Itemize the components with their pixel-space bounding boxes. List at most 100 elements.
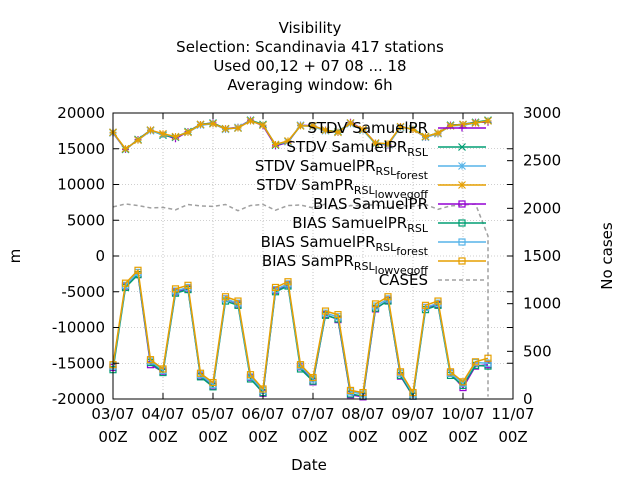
- y-axis-label: m: [6, 249, 24, 264]
- legend-label-part: forest: [396, 245, 428, 258]
- chart-title: Visibility Selection: Scandinavia 417 st…: [176, 19, 444, 94]
- legend-label-part: STDV SamPR: [256, 176, 354, 194]
- data-point: [184, 128, 192, 137]
- data-point: [121, 144, 130, 153]
- data-point: [334, 311, 342, 319]
- x-tick-label: 04/07: [141, 405, 184, 423]
- data-point: [421, 301, 430, 309]
- legend-label: BIAS SamuelPR: [313, 195, 428, 213]
- series-group: [109, 266, 492, 397]
- data-point: [458, 238, 466, 246]
- x-tick-label: 11/07: [491, 405, 534, 423]
- data-point: [371, 139, 380, 147]
- data-point: [321, 126, 330, 135]
- legend-label-part: STDV SamuelPR: [307, 119, 428, 137]
- legend-label-part: lowvegoff: [375, 188, 429, 201]
- data-point: [271, 283, 280, 292]
- x-tick-label: 00Z: [98, 428, 127, 446]
- series-group: [109, 270, 492, 401]
- x-tick-label: 05/07: [191, 405, 234, 423]
- data-point: [346, 119, 355, 127]
- data-point: [446, 121, 455, 130]
- data-point: [334, 128, 342, 137]
- y2-axis-label: No cases: [598, 222, 616, 290]
- x-tick-label: 00Z: [398, 428, 427, 446]
- legend-label: STDV SamuelPRRSLforest: [255, 157, 429, 182]
- data-series: [109, 116, 492, 401]
- x-tick-label: 00Z: [498, 428, 527, 446]
- legend-label: STDV SamuelPR: [307, 119, 428, 137]
- legend-label-part: RSL: [407, 146, 429, 159]
- title-line: Visibility: [279, 19, 342, 37]
- data-point: [458, 219, 466, 227]
- title-line: Averaging window: 6h: [227, 76, 392, 94]
- x-axis-label: Date: [291, 456, 327, 474]
- data-point: [434, 297, 442, 305]
- legend-label-part: BIAS SamuelPR: [261, 233, 376, 251]
- data-point: [184, 281, 192, 289]
- series-group: [109, 268, 492, 398]
- legend-label: CASES: [379, 271, 428, 289]
- data-point: [209, 119, 217, 128]
- data-point: [458, 124, 466, 132]
- y-tick-label: 10000: [57, 176, 105, 194]
- title-line: Used 00,12 + 07 08 ... 18: [213, 57, 406, 75]
- data-point: [134, 266, 142, 274]
- x-tick-label: 00Z: [198, 428, 227, 446]
- data-point: [384, 293, 392, 301]
- cases-series: [112, 203, 489, 397]
- legend-label: BIAS SamuelPRRSL: [292, 214, 429, 235]
- data-point: [121, 279, 130, 287]
- data-point: [159, 129, 167, 138]
- data-point: [296, 361, 305, 369]
- x-tick-label: 03/07: [91, 405, 134, 423]
- y-tick-label: 0: [95, 247, 105, 265]
- x-tick-label: 00Z: [448, 428, 477, 446]
- data-point: [296, 121, 305, 130]
- legend-label: BIAS SamuelPRRSLforest: [261, 233, 429, 258]
- data-point: [471, 119, 480, 127]
- data-point: [134, 136, 142, 145]
- data-point: [246, 116, 255, 125]
- data-point: [221, 293, 230, 301]
- data-point: [396, 122, 405, 131]
- legend-label: STDV SamuelPRRSL: [287, 138, 429, 159]
- data-point: [458, 181, 466, 189]
- y2-tick-label: 0: [523, 390, 533, 408]
- legend-label-part: CASES: [379, 271, 428, 289]
- data-point: [234, 297, 242, 305]
- y-tick-label: -15000: [52, 354, 105, 372]
- data-point: [284, 136, 292, 145]
- data-point: [309, 373, 317, 382]
- data-point: [359, 125, 367, 134]
- y2-tick-label: 500: [523, 342, 552, 360]
- data-point: [458, 143, 466, 151]
- data-point: [321, 307, 330, 315]
- legend-label-part: RSL: [376, 241, 398, 254]
- x-tick-label: 00Z: [298, 428, 327, 446]
- legend-label-part: BIAS SamuelPR: [313, 195, 428, 213]
- legend-label-part: BIAS SamPR: [262, 252, 354, 270]
- series-group: [109, 116, 492, 153]
- y-tick-label: 15000: [57, 140, 105, 158]
- legend-label-part: RSL: [376, 165, 398, 178]
- data-point: [209, 378, 217, 387]
- data-point: [458, 200, 466, 208]
- data-point: [459, 378, 467, 386]
- x-tick-label: 06/07: [241, 405, 284, 423]
- legend-label-part: lowvegoff: [375, 264, 429, 277]
- data-point: [221, 124, 230, 133]
- legend-label-part: BIAS SamuelPR: [292, 214, 407, 232]
- x-tick-label: 07/07: [291, 405, 334, 423]
- legend-label: BIAS SamPRRSLlowvegoff: [262, 252, 429, 277]
- cases-line: [112, 203, 489, 397]
- x-tick-label: 00Z: [248, 428, 277, 446]
- data-point: [471, 358, 480, 366]
- legend-label-part: RSL: [407, 222, 429, 235]
- legend-label-part: RSL: [354, 184, 376, 197]
- y2-tick-label: 2000: [523, 199, 561, 217]
- data-point: [458, 162, 466, 170]
- data-point: [309, 121, 317, 130]
